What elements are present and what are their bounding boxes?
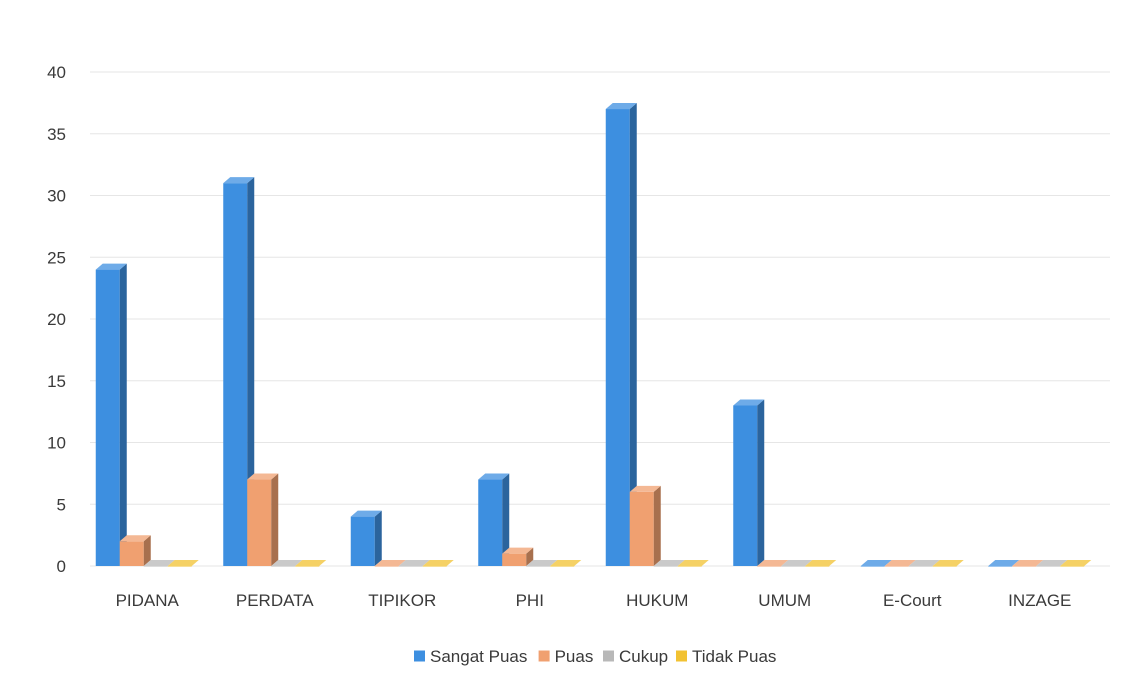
bar <box>605 103 637 567</box>
x-tick-label: HUKUM <box>626 591 688 610</box>
bar <box>653 560 685 567</box>
y-tick-label: 40 <box>47 63 66 82</box>
bar <box>295 560 327 567</box>
y-tick-label: 25 <box>47 248 66 267</box>
bar <box>478 473 510 566</box>
legend-swatch <box>676 650 687 662</box>
bar <box>629 485 661 566</box>
bar <box>119 535 151 566</box>
legend-label: Cukup <box>619 647 668 666</box>
bar <box>422 560 454 567</box>
bar <box>932 560 964 567</box>
bar <box>860 560 892 567</box>
y-tick-label: 20 <box>47 310 66 329</box>
legend-label: Sangat Puas <box>430 647 527 666</box>
bar <box>884 560 916 567</box>
bar <box>733 399 765 566</box>
bar <box>502 547 534 566</box>
bar <box>167 560 199 567</box>
bars <box>95 103 1092 567</box>
bar <box>95 263 127 566</box>
x-tick-label: PHI <box>516 591 544 610</box>
bar <box>1036 560 1068 567</box>
legend-swatch <box>538 650 550 662</box>
bar <box>1012 560 1044 567</box>
bar <box>1060 560 1092 567</box>
legend-item: Sangat Puas <box>414 647 527 666</box>
bar <box>781 560 813 567</box>
bar <box>398 560 430 567</box>
x-tick-label: PIDANA <box>116 591 180 610</box>
x-tick-label: PERDATA <box>236 591 314 610</box>
legend-swatch <box>603 650 614 662</box>
x-tick-label: E-Court <box>883 591 942 610</box>
y-tick-label: 15 <box>47 372 66 391</box>
y-tick-label: 35 <box>47 125 66 144</box>
legend: Sangat Puas Puas Cukup Tidak Puas <box>414 647 776 666</box>
bar <box>374 560 406 567</box>
legend-swatch <box>414 650 425 662</box>
legend-label: Tidak Puas <box>692 647 776 666</box>
y-axis-ticks: 0 5 10 15 20 25 30 35 40 <box>47 63 66 576</box>
bar <box>526 560 558 567</box>
bar <box>757 560 789 567</box>
bar <box>908 560 940 567</box>
x-tick-label: INZAGE <box>1008 591 1071 610</box>
legend-item: Puas <box>538 647 594 666</box>
bar <box>143 560 175 567</box>
bar <box>271 560 303 567</box>
bar <box>550 560 582 567</box>
legend-item: Cukup <box>603 647 668 666</box>
x-axis-labels: PIDANA PERDATA TIPIKOR PHI HUKUM UMUM E-Court I… <box>116 591 1072 610</box>
bar <box>988 560 1020 567</box>
bar <box>350 510 382 566</box>
y-tick-label: 30 <box>47 187 66 206</box>
bar <box>805 560 837 567</box>
legend-item: Tidak Puas <box>676 647 776 666</box>
bar <box>223 177 255 566</box>
y-tick-label: 5 <box>57 495 66 514</box>
x-tick-label: TIPIKOR <box>368 591 436 610</box>
bar <box>677 560 709 567</box>
x-tick-label: UMUM <box>758 591 811 610</box>
bar <box>247 473 279 566</box>
legend-label: Puas <box>555 647 594 666</box>
y-tick-label: 0 <box>57 557 66 576</box>
y-tick-label: 10 <box>47 434 66 453</box>
